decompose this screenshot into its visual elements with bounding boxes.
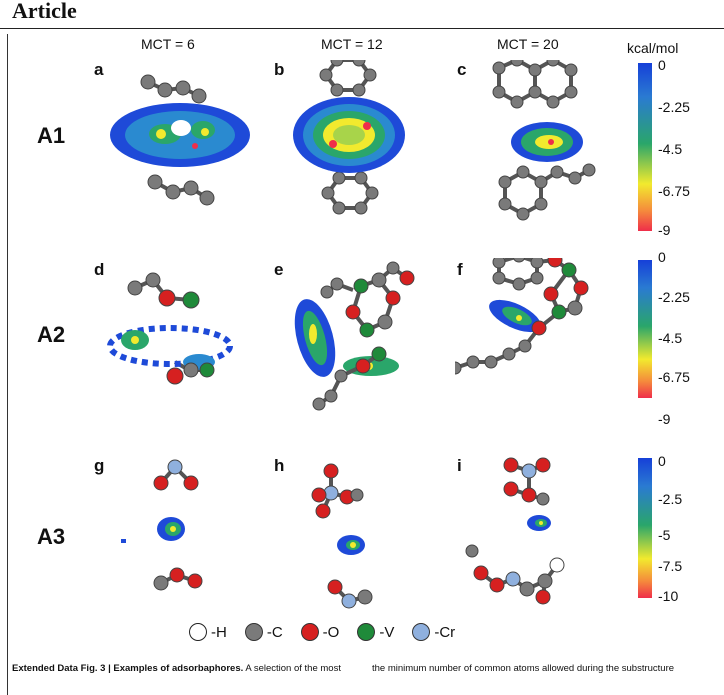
figure-caption-left: Extended Data Fig. 3 | Examples of adsor… — [12, 663, 341, 675]
panel-c-molecule-image — [492, 60, 596, 221]
legend-label: -Cr — [434, 623, 456, 641]
legend-item-carbon: -C — [244, 623, 283, 641]
row-label-a3: A3 — [37, 524, 66, 549]
legend-swatch — [244, 623, 263, 641]
colorbar-a1-tick: -4.5 — [658, 141, 683, 157]
colorbar-a3-tick: -10 — [658, 588, 679, 604]
legend-label: -O — [322, 623, 340, 641]
colorbar-a1-tick: -6.75 — [658, 183, 690, 199]
panel-g-molecule-image — [121, 459, 203, 591]
panel-i-molecule-image — [465, 457, 565, 605]
panel-letter-d: d — [94, 260, 105, 279]
colorbar-a1-tick: -2.25 — [658, 99, 690, 115]
panel-letter-c: c — [457, 60, 467, 79]
caption-bold: Extended Data Fig. 3 | Examples of adsor… — [12, 663, 244, 674]
legend-swatch — [189, 623, 207, 641]
panel-a-molecule-image — [110, 74, 250, 206]
panel-letter-a: a — [94, 60, 104, 79]
panel-letter-e: e — [274, 260, 284, 279]
legend-item-oxygen: -O — [300, 623, 340, 641]
column-label-mct20: MCT = 20 — [497, 36, 559, 52]
header-divider — [0, 28, 724, 29]
panel-letter-f: f — [457, 260, 463, 279]
colorbar-a3-tick: -5 — [658, 527, 671, 543]
legend-label: -V — [379, 623, 395, 641]
side-divider — [7, 34, 8, 695]
colorbar-a3-tick: -2.5 — [658, 491, 683, 507]
legend-item-hydrogen: -H — [189, 623, 227, 641]
colorbar-unit-label: kcal/mol — [627, 40, 679, 56]
article-header: Article — [12, 0, 77, 23]
colorbar-a2-tick: 0 — [658, 249, 666, 265]
caption-text: A selection of the most — [245, 663, 341, 674]
figure-caption-right: the minimum number of common atoms allow… — [372, 663, 675, 674]
colorbar-a3-tick: -7.5 — [658, 558, 683, 574]
legend-item-vanadium: -V — [357, 623, 394, 641]
panel-letter-h: h — [274, 456, 285, 475]
colorbar-a1-tick: 0 — [658, 57, 666, 73]
colorbar-a2-tick: -4.5 — [658, 330, 683, 346]
colorbar-row-a1 — [638, 63, 652, 231]
row-label-a2: A2 — [37, 322, 66, 347]
panel-h-molecule-image — [311, 463, 373, 609]
atom-legend: -H -C -O -V -Cr — [189, 622, 473, 642]
colorbar-a3-tick: 0 — [658, 453, 666, 469]
panel-letter-b: b — [274, 60, 285, 79]
colorbar-a2-tick: -9 — [658, 411, 671, 427]
legend-label: -H — [211, 623, 227, 641]
panel-e-molecule-image — [294, 261, 415, 411]
panel-b-molecule-image — [293, 60, 405, 215]
legend-item-chromium: -Cr — [412, 623, 455, 641]
legend-swatch — [357, 623, 376, 641]
row-label-a1: A1 — [37, 123, 66, 148]
legend-swatch — [300, 623, 319, 641]
colorbar-row-a2 — [638, 260, 652, 398]
legend-swatch — [412, 623, 431, 641]
colorbar-a2-tick: -2.25 — [658, 289, 690, 305]
colorbar-a2-tick: -6.75 — [658, 369, 690, 385]
column-label-mct6: MCT = 6 — [141, 36, 195, 52]
colorbar-a1-tick: -9 — [658, 222, 671, 238]
legend-label: -C — [266, 623, 283, 641]
colorbar-row-a3 — [638, 458, 652, 598]
panel-letter-g: g — [94, 456, 105, 475]
panel-d-molecule-image — [107, 272, 233, 385]
column-label-mct12: MCT = 12 — [321, 36, 383, 52]
panel-f-molecule-image — [455, 258, 589, 375]
panel-letter-i: i — [457, 456, 462, 475]
